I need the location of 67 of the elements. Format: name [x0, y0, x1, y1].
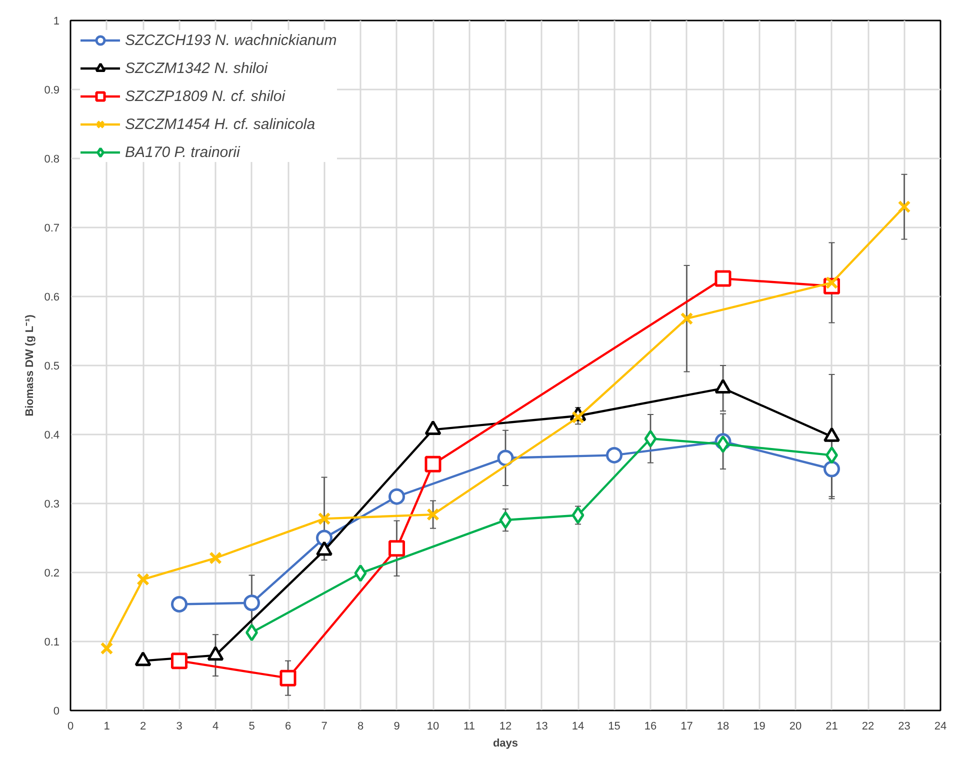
point — [606, 446, 622, 464]
x-tick-label: 21 — [826, 720, 838, 732]
x-tick-label: 8 — [357, 720, 364, 732]
point — [426, 508, 440, 521]
point — [644, 430, 657, 448]
point — [244, 594, 260, 612]
point — [898, 200, 911, 214]
x-tick-label: 12 — [499, 720, 512, 732]
x-tick-label: 7 — [321, 720, 328, 732]
x-tick-label: 3 — [176, 720, 182, 732]
legend-label: SZCZP1809 N. cf. shiloi — [125, 88, 286, 104]
y-tick-label: 0.1 — [44, 636, 60, 648]
x-tick-label: 4 — [212, 720, 219, 732]
y-tick-label: 0.5 — [44, 360, 60, 372]
x-tick-label: 9 — [394, 720, 400, 732]
point — [388, 488, 405, 505]
y-axis-title: Biomass DW (g L⁻¹) — [24, 314, 36, 416]
point — [388, 540, 405, 557]
y-tick-label: 0 — [53, 706, 60, 718]
point — [318, 512, 331, 526]
point — [714, 270, 732, 287]
x-tick-label: 0 — [67, 720, 74, 732]
point — [824, 460, 840, 478]
legend-label: BA170 P. trainorii — [125, 144, 240, 160]
x-tick-label: 15 — [608, 720, 620, 732]
y-tick-label: 0.7 — [44, 222, 60, 234]
y-tick-label: 0.9 — [44, 84, 60, 96]
x-tick-label: 17 — [680, 720, 693, 732]
x-tick-label: 10 — [426, 720, 440, 732]
x-tick-label: 18 — [716, 720, 730, 732]
point — [316, 530, 332, 546]
y-tick-label: 0.2 — [44, 568, 60, 580]
point — [171, 596, 188, 612]
point — [497, 450, 514, 466]
point — [424, 456, 442, 472]
x-tick-label: 6 — [284, 720, 292, 732]
point — [100, 642, 114, 655]
x-tick-label: 24 — [934, 720, 947, 732]
x-tick-label: 20 — [789, 720, 802, 732]
point — [499, 511, 512, 529]
point — [280, 670, 296, 686]
y-tick-label: 0.8 — [44, 154, 60, 166]
x-tick-label: 2 — [140, 720, 146, 732]
y-tick-label: 0.6 — [44, 292, 60, 304]
x-tick-label: 22 — [862, 720, 874, 732]
x-tick-label: 13 — [536, 720, 548, 732]
x-tick-label: 1 — [104, 720, 110, 732]
x-tick-label: 5 — [248, 720, 255, 732]
x-axis-title: days — [492, 738, 518, 750]
point — [354, 564, 367, 582]
x-tick-label: 23 — [898, 720, 910, 732]
point — [136, 572, 150, 586]
y-tick-label: 0.3 — [44, 498, 60, 510]
point — [171, 652, 188, 670]
point — [209, 552, 222, 564]
y-tick-label: 0.4 — [44, 430, 60, 442]
point — [716, 435, 730, 453]
legend-label: SZCZM1454 H. cf. salinicola — [125, 116, 316, 132]
y-tick-label: 1 — [53, 16, 60, 28]
legend-label: SZCZCH193 N. wachnickianum — [125, 32, 337, 48]
point — [680, 312, 694, 326]
x-tick-label: 16 — [644, 720, 657, 732]
x-tick-label: 14 — [572, 720, 584, 732]
x-tick-label: 19 — [753, 720, 766, 732]
x-tick-label: 11 — [464, 720, 475, 732]
point — [572, 506, 584, 524]
legend-label: SZCZM1342 N. shiloi — [125, 60, 268, 76]
